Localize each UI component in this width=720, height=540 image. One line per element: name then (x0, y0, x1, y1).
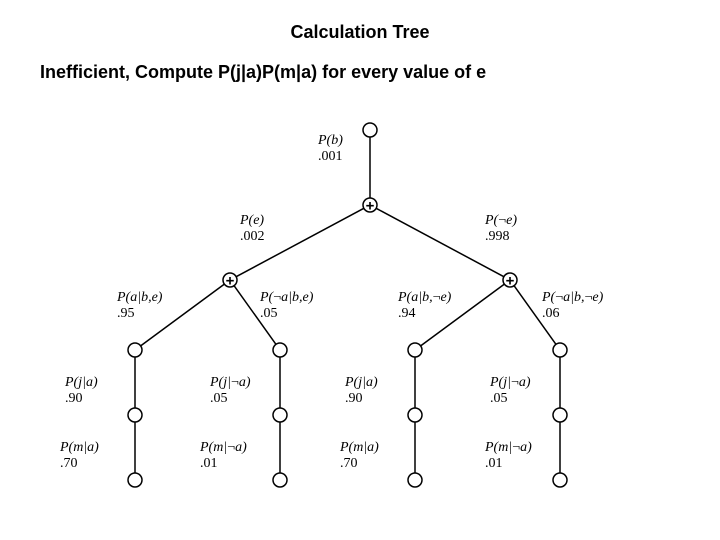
edge-label-pne: P(¬e).998 (485, 213, 517, 245)
tree-node (408, 408, 422, 422)
plus-icon: + (366, 198, 375, 215)
tree-node (408, 473, 422, 487)
tree-node (363, 123, 377, 137)
tree-node (128, 408, 142, 422)
tree-node (553, 408, 567, 422)
edge-label-pja1: P(j|a).90 (65, 375, 98, 407)
page-title: Calculation Tree (0, 22, 720, 43)
tree-node (553, 473, 567, 487)
edge-label-pabne: P(a|b,¬e).94 (398, 290, 451, 322)
page-subtitle: Inefficient, Compute P(j|a)P(m|a) for ev… (40, 62, 486, 83)
node-label-pb: P(b).001 (318, 133, 343, 165)
edge-label-pma2: P(m|a).70 (340, 440, 379, 472)
tree-node (408, 343, 422, 357)
edge-label-pe: P(e).002 (240, 213, 265, 245)
edge-label-pjna1: P(j|¬a).05 (210, 375, 251, 407)
edge-label-pma1: P(m|a).70 (60, 440, 99, 472)
tree-node (273, 473, 287, 487)
edge-label-pjna2: P(j|¬a).05 (490, 375, 531, 407)
tree-node (273, 408, 287, 422)
edge-label-pmna1: P(m|¬a).01 (200, 440, 247, 472)
edge-label-pja2: P(j|a).90 (345, 375, 378, 407)
edge-label-pnabe: P(¬a|b,e).05 (260, 290, 313, 322)
edge-label-pabe: P(a|b,e).95 (117, 290, 162, 322)
tree-node (273, 343, 287, 357)
tree-node (128, 473, 142, 487)
plus-icon: + (506, 273, 515, 290)
tree-node (553, 343, 567, 357)
tree-node (128, 343, 142, 357)
edge-label-pmna2: P(m|¬a).01 (485, 440, 532, 472)
edge-label-pnabne: P(¬a|b,¬e).06 (542, 290, 603, 322)
plus-icon: + (226, 273, 235, 290)
